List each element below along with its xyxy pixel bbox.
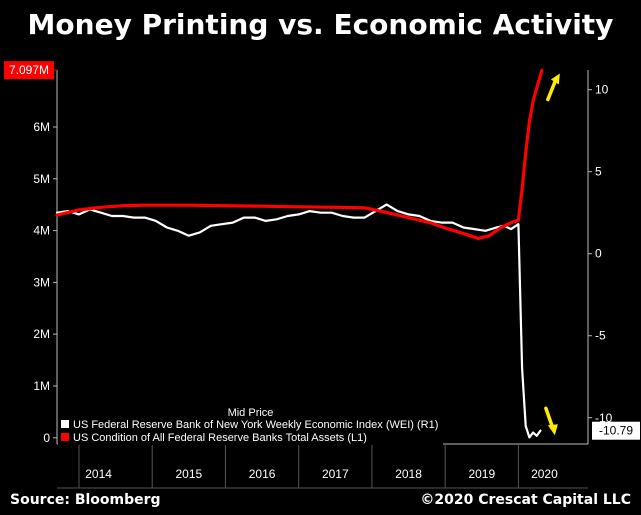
- legend-box: [58, 405, 443, 445]
- x-tick-label: 2017: [322, 467, 349, 481]
- weekly-economic-index-line: [55, 203, 542, 439]
- left-tick-label: 6M: [33, 120, 50, 134]
- left-tick-label: 4M: [33, 224, 50, 238]
- x-tick-label: 2015: [175, 467, 202, 481]
- x-tick-label: 2016: [249, 467, 276, 481]
- legend-swatch: [61, 420, 69, 428]
- right-tick-label: -10: [595, 411, 613, 425]
- page-title: Money Printing vs. Economic Activity: [27, 8, 614, 41]
- up-arrow-icon: [546, 77, 558, 102]
- legend-swatch: [61, 433, 69, 441]
- right-tick-label: 5: [595, 165, 602, 179]
- series: [55, 68, 544, 439]
- source-label: Source: Bloomberg: [10, 492, 161, 508]
- left-tick-label: 2M: [33, 327, 50, 341]
- left-last-value-label: 7.097M: [9, 63, 49, 77]
- right-tick-label: -5: [595, 329, 606, 343]
- right-tick-label: 10: [595, 83, 609, 97]
- left-tick-label: 1M: [33, 379, 50, 393]
- down-arrow-head-icon: [547, 424, 558, 436]
- x-tick-label: 2020: [531, 467, 558, 481]
- legend-title: Mid Price: [228, 407, 274, 419]
- left-tick-label: 3M: [33, 275, 50, 289]
- annotations: 7.097M -10.79: [4, 61, 640, 440]
- x-tick-label: 2014: [85, 467, 112, 481]
- x-tick-label: 2018: [395, 467, 422, 481]
- copyright-label: ©2020 Crescat Capital LLC: [420, 492, 631, 508]
- x-tick-label: 2019: [468, 467, 495, 481]
- legend-label: US Federal Reserve Bank of New York Week…: [73, 419, 438, 431]
- left-tick-label: 5M: [33, 172, 50, 186]
- right-last-value-label: -10.79: [599, 424, 633, 438]
- right-last-value-badge: [592, 421, 640, 440]
- left-tick-label: 0: [43, 431, 50, 445]
- right-tick-label: 0: [595, 247, 602, 261]
- legend-label: US Condition of All Federal Reserve Bank…: [73, 432, 367, 444]
- left-last-value-badge: [4, 61, 54, 80]
- fed-total-assets-line: [55, 68, 544, 240]
- up-arrow-head-icon: [550, 73, 560, 85]
